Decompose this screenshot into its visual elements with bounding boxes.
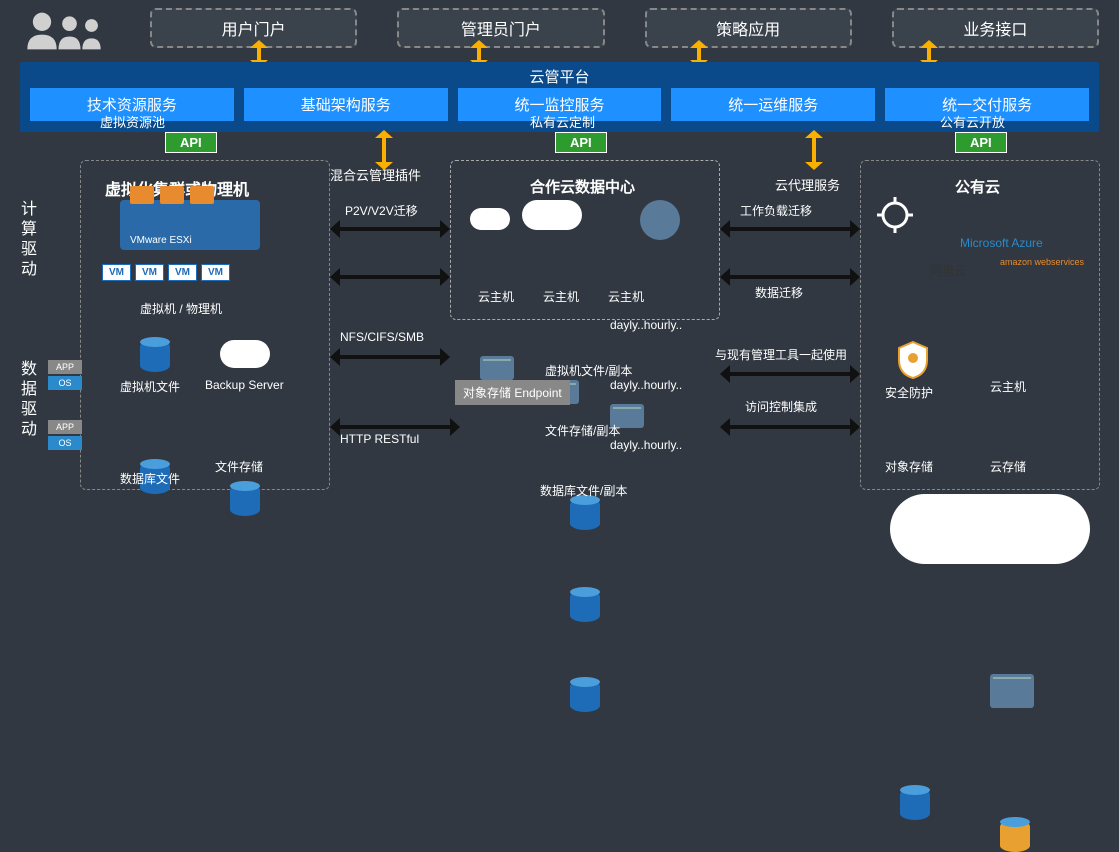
cyl-filecopy: [570, 590, 600, 622]
title-partner: 合作云数据中心: [530, 176, 635, 197]
arrow-nfs: [330, 348, 450, 366]
lbl-mgmt: 与现有管理工具一起使用: [715, 346, 847, 363]
api-badge-1: API: [165, 132, 217, 153]
lbl-datamig: 数据迁移: [755, 284, 803, 301]
lbl-dayly1: dayly..hourly..: [610, 318, 682, 332]
cyl-vmcopy: [570, 498, 600, 530]
lbl-backup: Backup Server: [205, 378, 284, 392]
portal-policy: 策略应用: [645, 8, 852, 48]
svc-infra: 基础架构服务: [244, 88, 448, 121]
objstore-endpoint: 对象存储 Endpoint: [455, 380, 570, 405]
app-os-tile-1: APP OS: [48, 360, 82, 400]
arrow-workload: [720, 220, 860, 238]
lbl-dayly2: dayly..hourly..: [610, 378, 682, 392]
cyl-dbcopy: [570, 680, 600, 712]
lbl-access: 访问控制集成: [745, 398, 817, 415]
lbl-dbcopy: 数据库文件/副本: [540, 482, 627, 499]
public-cloud: [890, 494, 1090, 564]
users-icon: [20, 6, 130, 56]
lbl-security: 安全防护: [885, 384, 933, 401]
lbl-ali: 阿里云: [930, 262, 966, 279]
vm-row: VMVMVMVM: [100, 262, 232, 281]
lbl-vmcopy: 虚拟机文件/副本: [545, 362, 632, 379]
cyl-cloudstore: [1000, 820, 1030, 852]
lbl-objst: 对象存储: [885, 458, 933, 475]
lbl-aws: amazon webservices: [1000, 258, 1084, 267]
partner-clouds: [470, 200, 582, 235]
api-badge-2: API: [555, 132, 607, 153]
lbl-workload: 工作负载迁移: [740, 202, 812, 219]
lbl-filestore: 文件存储: [215, 458, 263, 475]
arrow-mid: [330, 268, 450, 286]
lbl-http: HTTP RESTful: [340, 432, 419, 446]
lbl-cloudstore: 云存储: [990, 458, 1026, 475]
lbl-ch2: 云主机: [543, 288, 579, 305]
cyl-objst: [900, 788, 930, 820]
title-public: 公有云: [955, 176, 1000, 197]
lbl-p2v: P2V/V2V迁移: [345, 202, 418, 219]
arrow-mgmt: [720, 365, 860, 383]
svc-ops: 统一运维服务: [671, 88, 875, 121]
lbl-private: 私有云定制: [530, 112, 595, 131]
lbl-pool: 虚拟资源池: [100, 112, 165, 131]
srv-1: [480, 356, 514, 380]
cyl-filestore: [230, 484, 260, 516]
vmware-host-icon: VMware ESXi: [120, 200, 260, 250]
lbl-filecopy: 文件存储/副本: [545, 422, 620, 439]
cyl-vmfile: [140, 340, 170, 372]
portal-admin: 管理员门户: [397, 8, 604, 48]
arrow-p2v: [330, 220, 450, 238]
lbl-proxy: 云代理服务: [775, 175, 840, 194]
api-badge-3: API: [955, 132, 1007, 153]
side-compute: 计算驱动: [14, 200, 38, 280]
arrow-access: [720, 418, 860, 436]
lbl-ch1: 云主机: [478, 288, 514, 305]
lbl-dayly3: dayly..hourly..: [610, 438, 682, 452]
lbl-dbfile: 数据库文件: [120, 470, 180, 487]
gear-icon: [875, 195, 915, 240]
shield-icon: [895, 340, 931, 380]
side-data: 数据驱动: [14, 360, 38, 440]
lbl-vmhost: 虚拟机 / 物理机: [140, 300, 222, 317]
srv-cloudhost: [990, 674, 1034, 708]
platform-title: 云管平台: [529, 66, 589, 87]
lbl-azure: Microsoft Azure: [960, 236, 1043, 250]
lbl-vmfile: 虚拟机文件: [120, 378, 180, 395]
backup-cloud-icon: [220, 340, 270, 368]
lbl-public: 公有云开放: [940, 112, 1005, 131]
lbl-nfs: NFS/CIFS/SMB: [340, 330, 424, 344]
app-os-tile-2: APP OS: [48, 420, 82, 460]
lbl-ch3: 云主机: [608, 288, 644, 305]
partner-user-icon: [640, 200, 680, 240]
lbl-cloudhost-r: 云主机: [990, 378, 1026, 395]
